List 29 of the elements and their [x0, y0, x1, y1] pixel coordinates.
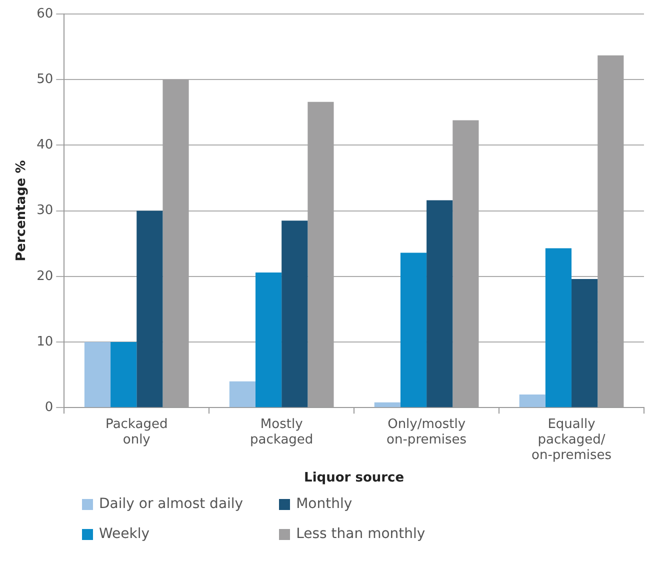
bar — [255, 272, 282, 408]
y-tick-label: 0 — [44, 400, 54, 415]
x-tick-label: Equally packaged/ on-premises — [532, 416, 612, 463]
bar — [136, 210, 163, 408]
bar — [572, 279, 598, 408]
legend-label: Daily or almost daily — [99, 496, 244, 512]
y-axis-title: Percentage % — [14, 160, 30, 262]
x-tick-label: Packaged only — [106, 416, 168, 448]
legend-label: Less than monthly — [296, 526, 426, 542]
bar — [426, 200, 453, 408]
y-tick-label: 60 — [36, 6, 54, 22]
bar — [282, 220, 308, 408]
y-tick-label: 40 — [36, 138, 54, 153]
bar — [110, 342, 137, 408]
bar — [400, 252, 427, 408]
bar — [84, 342, 111, 408]
legend-label: Monthly — [296, 496, 352, 512]
x-tick-label: Only/mostly on-premises — [386, 416, 467, 448]
y-tick-label: 50 — [36, 72, 54, 87]
bar — [545, 248, 572, 408]
bar — [519, 394, 546, 408]
bar — [374, 402, 400, 408]
bar — [229, 381, 256, 408]
x-axis-title: Liquor source — [304, 470, 404, 486]
y-tick-label: 10 — [36, 334, 54, 350]
y-tick-label: 20 — [36, 268, 54, 284]
legend-label: Weekly — [99, 526, 150, 542]
x-tick-label: Mostly packaged — [250, 416, 314, 448]
y-tick-label: 30 — [36, 203, 54, 218]
